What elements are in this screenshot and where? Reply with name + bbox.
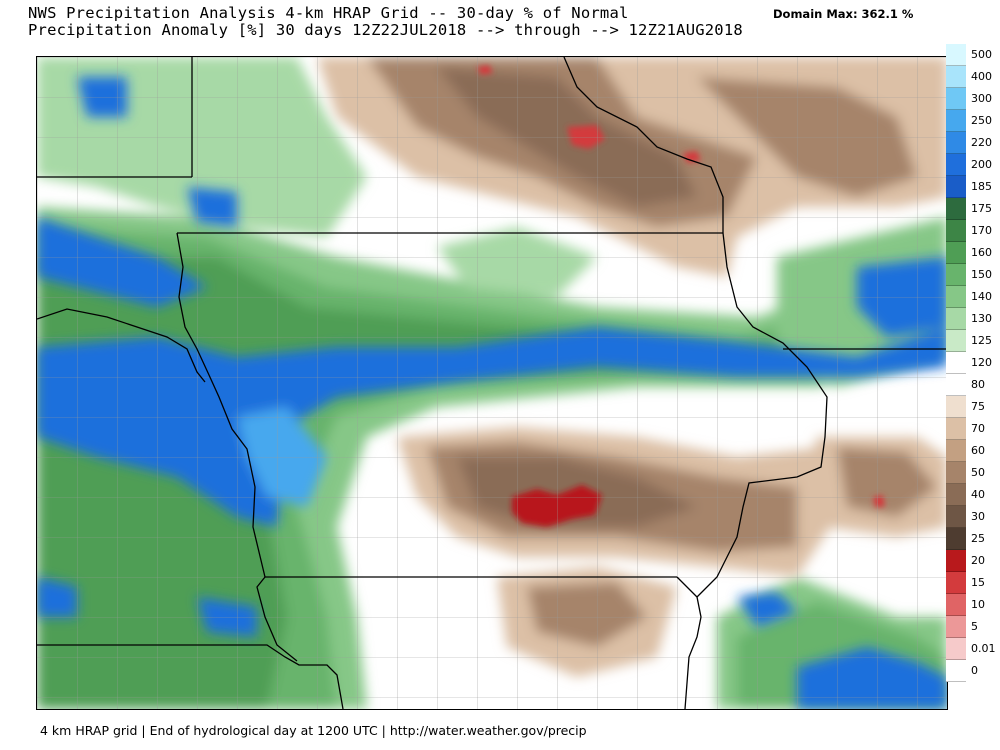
domain-max-label: Domain Max: 362.1 % — [773, 7, 914, 21]
legend-label: 30 — [971, 510, 985, 523]
legend-swatch — [946, 638, 966, 660]
legend-swatch — [946, 176, 966, 198]
legend-swatch — [946, 484, 966, 506]
legend-label: 170 — [971, 224, 992, 237]
legend-swatch — [946, 132, 966, 154]
legend-label: 70 — [971, 422, 985, 435]
legend-swatch — [946, 88, 966, 110]
legend-label: 250 — [971, 114, 992, 127]
color-legend: 500 400 300 250 220 200 185 175 170 160 150 140 130 1… — [946, 44, 996, 682]
legend-label: 140 — [971, 290, 992, 303]
legend-swatch — [946, 528, 966, 550]
legend-label: 15 — [971, 576, 985, 589]
legend-swatch — [946, 396, 966, 418]
legend-label: 220 — [971, 136, 992, 149]
precipitation-anomaly-map — [36, 56, 948, 710]
legend-swatch — [946, 440, 966, 462]
legend-swatch — [946, 616, 966, 638]
legend-swatch — [946, 308, 966, 330]
legend-label: 10 — [971, 598, 985, 611]
legend-label: 130 — [971, 312, 992, 325]
legend-label: 20 — [971, 554, 985, 567]
legend-label: 60 — [971, 444, 985, 457]
legend-label: 0 — [971, 664, 978, 677]
legend-label: 150 — [971, 268, 992, 281]
legend-swatch — [946, 594, 966, 616]
map-title: NWS Precipitation Analysis 4-km HRAP Gri… — [28, 4, 629, 22]
legend-swatch — [946, 550, 966, 572]
legend-label: 500 — [971, 48, 992, 61]
legend-swatch — [946, 154, 966, 176]
legend-swatch — [946, 506, 966, 528]
legend-label: 160 — [971, 246, 992, 259]
legend-label: 200 — [971, 158, 992, 171]
legend-label: 75 — [971, 400, 985, 413]
legend-label: 50 — [971, 466, 985, 479]
legend-label: 185 — [971, 180, 992, 193]
legend-label: 0.01 — [971, 642, 996, 655]
legend-label: 300 — [971, 92, 992, 105]
legend-swatch — [946, 572, 966, 594]
footer-credit: 4 km HRAP grid | End of hydrological day… — [40, 723, 587, 738]
legend-swatch — [946, 418, 966, 440]
legend-swatch — [946, 198, 966, 220]
county-grid — [37, 57, 947, 709]
legend-swatch — [946, 286, 966, 308]
legend-swatch — [946, 264, 966, 286]
legend-label: 120 — [971, 356, 992, 369]
legend-label: 40 — [971, 488, 985, 501]
legend-swatch — [946, 110, 966, 132]
legend-label: 400 — [971, 70, 992, 83]
legend-swatch — [946, 66, 966, 88]
map-subtitle: Precipitation Anomaly [%] 30 days 12Z22J… — [28, 21, 743, 39]
legend-swatch — [946, 462, 966, 484]
legend-label: 125 — [971, 334, 992, 347]
legend-swatch — [946, 242, 966, 264]
legend-label: 5 — [971, 620, 978, 633]
legend-label: 175 — [971, 202, 992, 215]
legend-label: 80 — [971, 378, 985, 391]
legend-swatch — [946, 220, 966, 242]
legend-swatch — [946, 660, 966, 682]
legend-label: 25 — [971, 532, 985, 545]
legend-swatch — [946, 374, 966, 396]
legend-swatch — [946, 352, 966, 374]
state-boundaries — [37, 57, 947, 709]
legend-swatch — [946, 330, 966, 352]
legend-swatch — [946, 44, 966, 66]
